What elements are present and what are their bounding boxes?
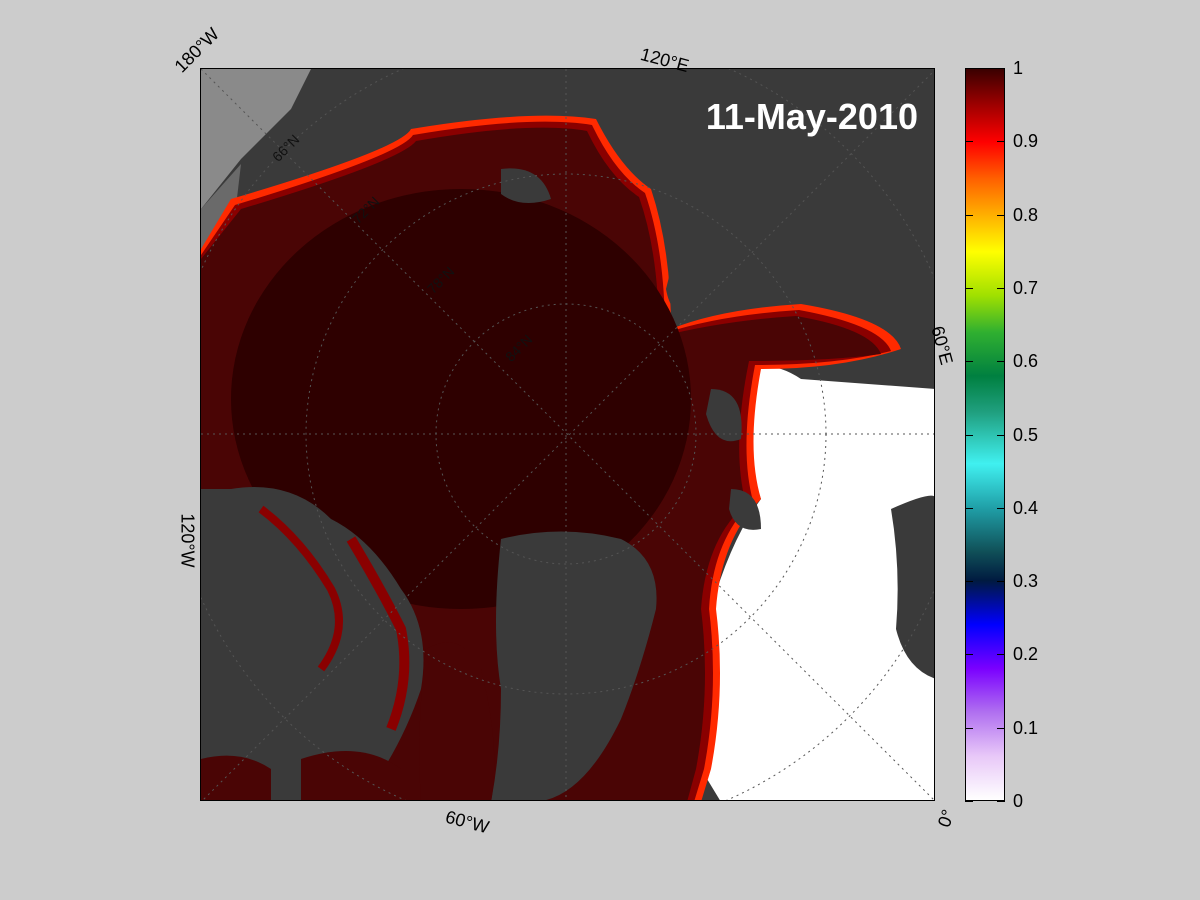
colorbar-tick-mark <box>997 507 1005 509</box>
colorbar-tick-label: 0.1 <box>1013 717 1039 738</box>
colorbar-tick-mark <box>997 581 1005 583</box>
map-graphic <box>201 69 934 800</box>
hudson-bay-ice-2 <box>301 751 401 800</box>
lon-label-0: 0° <box>933 806 959 830</box>
colorbar-tick-mark-left <box>965 214 973 216</box>
colorbar-tick-mark <box>997 801 1005 802</box>
colorbar-tick-label: 1 <box>1013 58 1024 78</box>
colorbar-tick-label: 0 <box>1013 791 1024 811</box>
sea-ice-map: 11-May-2010 <box>200 68 935 801</box>
colorbar-tick-mark-left <box>965 68 973 69</box>
franz-josef-land <box>729 489 761 530</box>
colorbar-tick-label: 0.8 <box>1013 204 1039 225</box>
svalbard-land <box>706 389 742 442</box>
colorbar-tick-label: 0.2 <box>1013 644 1039 665</box>
colorbar-tick-mark-left <box>965 727 973 729</box>
siberian-island <box>501 168 551 203</box>
colorbar-tick-mark-left <box>965 434 973 436</box>
colorbar-tick-mark-left <box>965 361 973 363</box>
greenland-land <box>491 531 657 800</box>
colorbar-tick-mark <box>997 361 1005 363</box>
colorbar-tick-mark-left <box>965 801 973 802</box>
baffin-bay-ice <box>419 642 495 800</box>
open-water-area <box>701 365 934 800</box>
colorbar-tick-mark <box>997 141 1005 143</box>
sea-ice-core <box>231 189 691 609</box>
colorbar-tick-mark-left <box>965 581 973 583</box>
land-light-area <box>201 69 311 209</box>
colorbar-tick-label: 0.4 <box>1013 497 1039 518</box>
channel-ice-2 <box>346 536 410 731</box>
lon-label-60w: 60°W <box>443 806 492 838</box>
colorbar-tick-mark <box>997 68 1005 69</box>
severnaya-zemlya-land <box>666 269 697 319</box>
graticule <box>201 69 934 800</box>
scandinavia-land <box>891 495 934 679</box>
colorbar-tick-label: 0.6 <box>1013 351 1039 372</box>
colorbar-tick-mark-left <box>965 654 973 656</box>
colorbar-tick-label: 0.5 <box>1013 424 1039 445</box>
colorbar-tick-label: 0.3 <box>1013 571 1039 592</box>
colorbar-tick-mark-left <box>965 141 973 143</box>
colorbar-tick-mark <box>997 214 1005 216</box>
colorbar-tick-mark <box>997 434 1005 436</box>
colorbar-tick-mark-left <box>965 287 973 289</box>
channel-ice <box>258 505 343 672</box>
colorbar-tick-mark <box>997 287 1005 289</box>
colorbar-tick-mark <box>997 654 1005 656</box>
lon-label-120w: 120°W <box>177 513 198 568</box>
colorbar-tick-mark <box>997 727 1005 729</box>
colorbar-tick-label: 0.7 <box>1013 277 1039 298</box>
date-label: 11-May-2010 <box>705 96 918 137</box>
colorbar-tick-label: 0.9 <box>1013 131 1039 152</box>
hudson-bay-ice <box>201 755 271 800</box>
colorbar-tick-mark-left <box>965 507 973 509</box>
